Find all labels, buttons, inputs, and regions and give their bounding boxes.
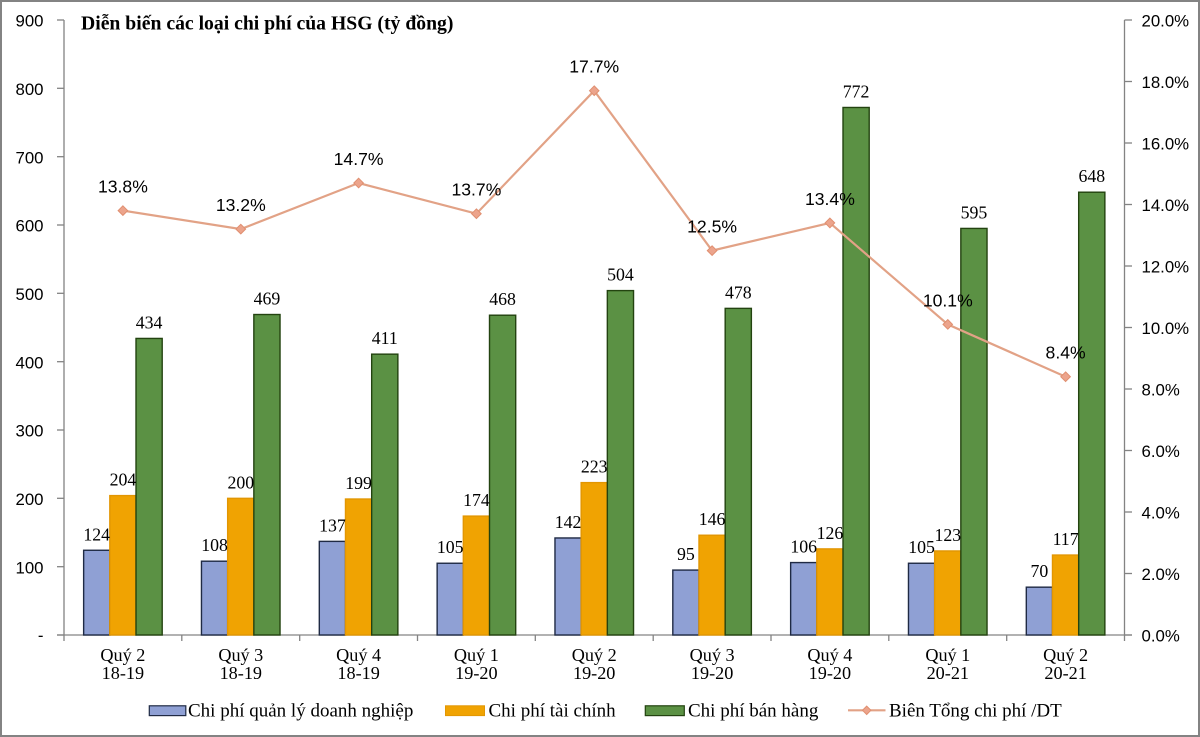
svg-text:123: 123 (934, 525, 961, 545)
svg-text:Quý 1: Quý 1 (925, 645, 970, 665)
svg-text:Chi phí tài chính: Chi phí tài chính (489, 701, 617, 722)
svg-text:469: 469 (254, 289, 281, 309)
svg-text:400: 400 (16, 353, 44, 372)
svg-text:124: 124 (83, 524, 110, 544)
svg-text:108: 108 (201, 535, 228, 555)
svg-text:106: 106 (790, 537, 817, 557)
svg-text:95: 95 (677, 544, 695, 564)
svg-text:18-19: 18-19 (337, 663, 379, 683)
svg-text:Quý 4: Quý 4 (807, 645, 852, 665)
svg-text:Quý 3: Quý 3 (690, 645, 735, 665)
svg-text:2.0%: 2.0% (1142, 565, 1180, 584)
svg-text:Quý 2: Quý 2 (100, 645, 145, 665)
svg-text:Quý 4: Quý 4 (336, 645, 381, 665)
svg-text:4.0%: 4.0% (1142, 504, 1180, 523)
svg-text:20-21: 20-21 (1044, 663, 1086, 683)
svg-text:70: 70 (1031, 561, 1049, 581)
svg-text:Quý 2: Quý 2 (1043, 645, 1088, 665)
svg-text:14.0%: 14.0% (1142, 196, 1190, 215)
svg-text:14.7%: 14.7% (334, 149, 384, 169)
svg-text:18.0%: 18.0% (1142, 73, 1190, 92)
svg-text:300: 300 (16, 422, 44, 441)
svg-text:20.0%: 20.0% (1142, 12, 1190, 31)
svg-text:600: 600 (16, 217, 44, 236)
svg-text:Chi phí quản lý doanh nghiệp: Chi phí quản lý doanh nghiệp (188, 701, 413, 722)
svg-text:146: 146 (699, 509, 726, 529)
svg-text:13.2%: 13.2% (216, 195, 266, 215)
svg-text:20-21: 20-21 (927, 663, 969, 683)
svg-text:19-20: 19-20 (809, 663, 851, 683)
svg-text:105: 105 (908, 537, 935, 557)
svg-text:Diễn biến các loại chi phí của: Diễn biến các loại chi phí của HSG (tỷ đ… (81, 13, 453, 35)
svg-text:126: 126 (817, 523, 844, 543)
svg-text:117: 117 (1053, 529, 1079, 549)
svg-text:800: 800 (16, 80, 44, 99)
svg-text:504: 504 (607, 265, 634, 285)
svg-text:Quý 1: Quý 1 (454, 645, 499, 665)
svg-text:10.0%: 10.0% (1142, 319, 1190, 338)
svg-text:18-19: 18-19 (220, 663, 262, 683)
svg-text:200: 200 (227, 472, 254, 492)
svg-text:18-19: 18-19 (102, 663, 144, 683)
svg-text:200: 200 (16, 490, 44, 509)
svg-text:17.7%: 17.7% (569, 57, 619, 77)
svg-text:19-20: 19-20 (691, 663, 733, 683)
svg-text:500: 500 (16, 285, 44, 304)
svg-text:105: 105 (437, 537, 464, 557)
svg-text:772: 772 (843, 82, 870, 102)
svg-text:Chi phí bán hàng: Chi phí bán hàng (688, 701, 819, 722)
svg-text:8.4%: 8.4% (1046, 343, 1086, 363)
svg-text:199: 199 (345, 473, 372, 493)
svg-text:0.0%: 0.0% (1142, 627, 1180, 646)
svg-text:10.1%: 10.1% (923, 290, 973, 310)
svg-text:13.8%: 13.8% (98, 177, 148, 197)
svg-text:648: 648 (1078, 166, 1105, 186)
svg-text:-: - (38, 626, 44, 645)
svg-text:468: 468 (489, 289, 516, 309)
svg-text:Quý 3: Quý 3 (218, 645, 263, 665)
svg-text:13.7%: 13.7% (451, 180, 501, 200)
svg-text:595: 595 (961, 202, 988, 222)
svg-text:411: 411 (372, 328, 398, 348)
svg-text:12.5%: 12.5% (687, 217, 737, 237)
svg-text:13.4%: 13.4% (805, 189, 855, 209)
svg-text:19-20: 19-20 (455, 663, 497, 683)
svg-text:142: 142 (555, 512, 582, 532)
svg-text:8.0%: 8.0% (1142, 381, 1180, 400)
svg-text:204: 204 (110, 470, 137, 490)
svg-text:137: 137 (319, 515, 346, 535)
svg-text:16.0%: 16.0% (1142, 135, 1190, 154)
svg-text:223: 223 (581, 457, 608, 477)
svg-text:Quý 2: Quý 2 (572, 645, 617, 665)
svg-text:434: 434 (136, 312, 163, 332)
svg-text:19-20: 19-20 (573, 663, 615, 683)
svg-text:Biên Tổng chi phí /DT: Biên Tổng chi phí /DT (889, 701, 1062, 722)
svg-text:174: 174 (463, 490, 490, 510)
svg-text:12.0%: 12.0% (1142, 258, 1190, 277)
svg-text:478: 478 (725, 282, 752, 302)
svg-text:6.0%: 6.0% (1142, 442, 1180, 461)
svg-text:100: 100 (16, 558, 44, 577)
svg-text:900: 900 (16, 12, 44, 31)
svg-text:700: 700 (16, 148, 44, 167)
